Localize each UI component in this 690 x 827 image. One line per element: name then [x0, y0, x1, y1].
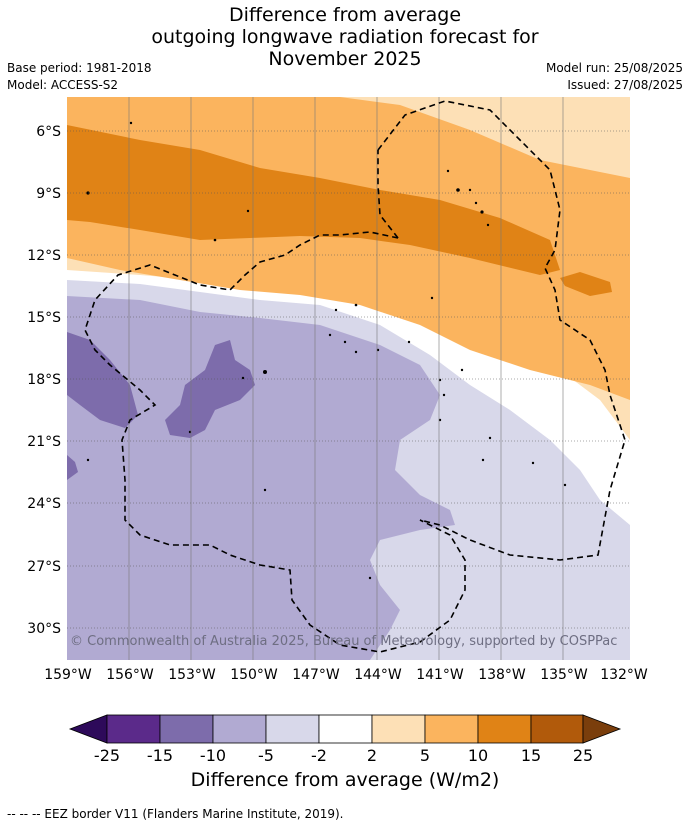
- colorbar-tick: 5: [420, 746, 430, 765]
- lat-label: 27°S: [27, 559, 61, 575]
- colorbar-tick: 15: [521, 746, 541, 765]
- model-run: Model run: 25/08/2025: [545, 61, 683, 75]
- title-line1: Difference from average: [228, 4, 462, 26]
- lat-label: 24°S: [27, 496, 61, 512]
- colorbar-tick: -10: [200, 746, 226, 765]
- issued-date: Issued: 27/08/2025: [567, 78, 683, 92]
- colorbar-tick: 2: [367, 746, 377, 765]
- model-name: Model: ACCESS-S2: [7, 78, 119, 92]
- lon-label: 144°W: [354, 667, 402, 683]
- copyright-notice: © Commonwealth of Australia 2025, Bureau…: [70, 634, 618, 649]
- band-minus15-to-minus10-center: [165, 340, 255, 438]
- colorbar-segment: [106, 714, 161, 744]
- eez-footnote: -- -- -- EEZ border V11 (Flanders Marine…: [7, 807, 344, 821]
- colorbar-segment: [424, 714, 479, 744]
- colorbar-tick: -25: [94, 746, 120, 765]
- colorbar-segment: [477, 714, 532, 744]
- lon-labels: 159°W 156°W 153°W 150°W 147°W 144°W 141°…: [44, 667, 648, 683]
- colorbar-tick: -15: [147, 746, 173, 765]
- gridlines: [67, 130, 630, 629]
- title-line3: November 2025: [268, 48, 422, 70]
- lon-label: 156°W: [106, 667, 154, 683]
- colorbar-under-arrow: [68, 714, 108, 744]
- base-period: Base period: 1981-2018: [7, 61, 152, 75]
- lon-label: 159°W: [44, 667, 92, 683]
- lat-label: 12°S: [27, 248, 61, 264]
- lon-label: 150°W: [230, 667, 278, 683]
- colorbar-segment: [530, 714, 584, 744]
- lat-label: 6°S: [36, 124, 61, 140]
- band-minus10-to-minus5: [67, 296, 455, 660]
- colorbar: -25 -15 -10 -5 -2 2 5 10 15 25: [68, 714, 622, 765]
- colorbar-tick: 10: [468, 746, 488, 765]
- islands: [86, 121, 567, 580]
- band-minus15-to-minus10: [67, 332, 138, 428]
- lat-labels: 6°S 9°S 12°S 15°S 18°S 21°S 24°S 27°S 30…: [27, 124, 61, 637]
- meridians: [128, 97, 564, 660]
- lat-label: 21°S: [27, 434, 61, 450]
- lon-label: 135°W: [540, 667, 588, 683]
- lon-label: 138°W: [478, 667, 526, 683]
- colorbar-segment: [318, 714, 373, 744]
- colorbar-tick: 25: [573, 746, 593, 765]
- band-10-to-15: [67, 125, 560, 275]
- colorbar-segment: [265, 714, 320, 744]
- colorbar-segment: [371, 714, 426, 744]
- colorbar-segment: [212, 714, 267, 744]
- lon-label: 141°W: [416, 667, 464, 683]
- colorbar-segment: [159, 714, 214, 744]
- colorbar-title: Difference from average (W/m2): [190, 769, 500, 791]
- band-10-to-15-east: [560, 272, 612, 296]
- lat-label: 30°S: [27, 621, 61, 637]
- lat-label: 15°S: [27, 310, 61, 326]
- band-minus15-to-minus10-sw: [67, 455, 78, 480]
- lon-label: 147°W: [292, 667, 340, 683]
- colorbar-tick: -5: [258, 746, 274, 765]
- lon-label: 132°W: [600, 667, 648, 683]
- colorbar-over-arrow: [582, 714, 622, 744]
- lon-label: 153°W: [168, 667, 216, 683]
- colorbar-tick: -2: [311, 746, 327, 765]
- anomaly-field: [67, 97, 630, 660]
- lat-label: 9°S: [36, 186, 61, 202]
- lat-label: 18°S: [27, 372, 61, 388]
- eez-borders: [84, 100, 626, 653]
- title-line2: outgoing longwave radiation forecast for: [151, 26, 539, 48]
